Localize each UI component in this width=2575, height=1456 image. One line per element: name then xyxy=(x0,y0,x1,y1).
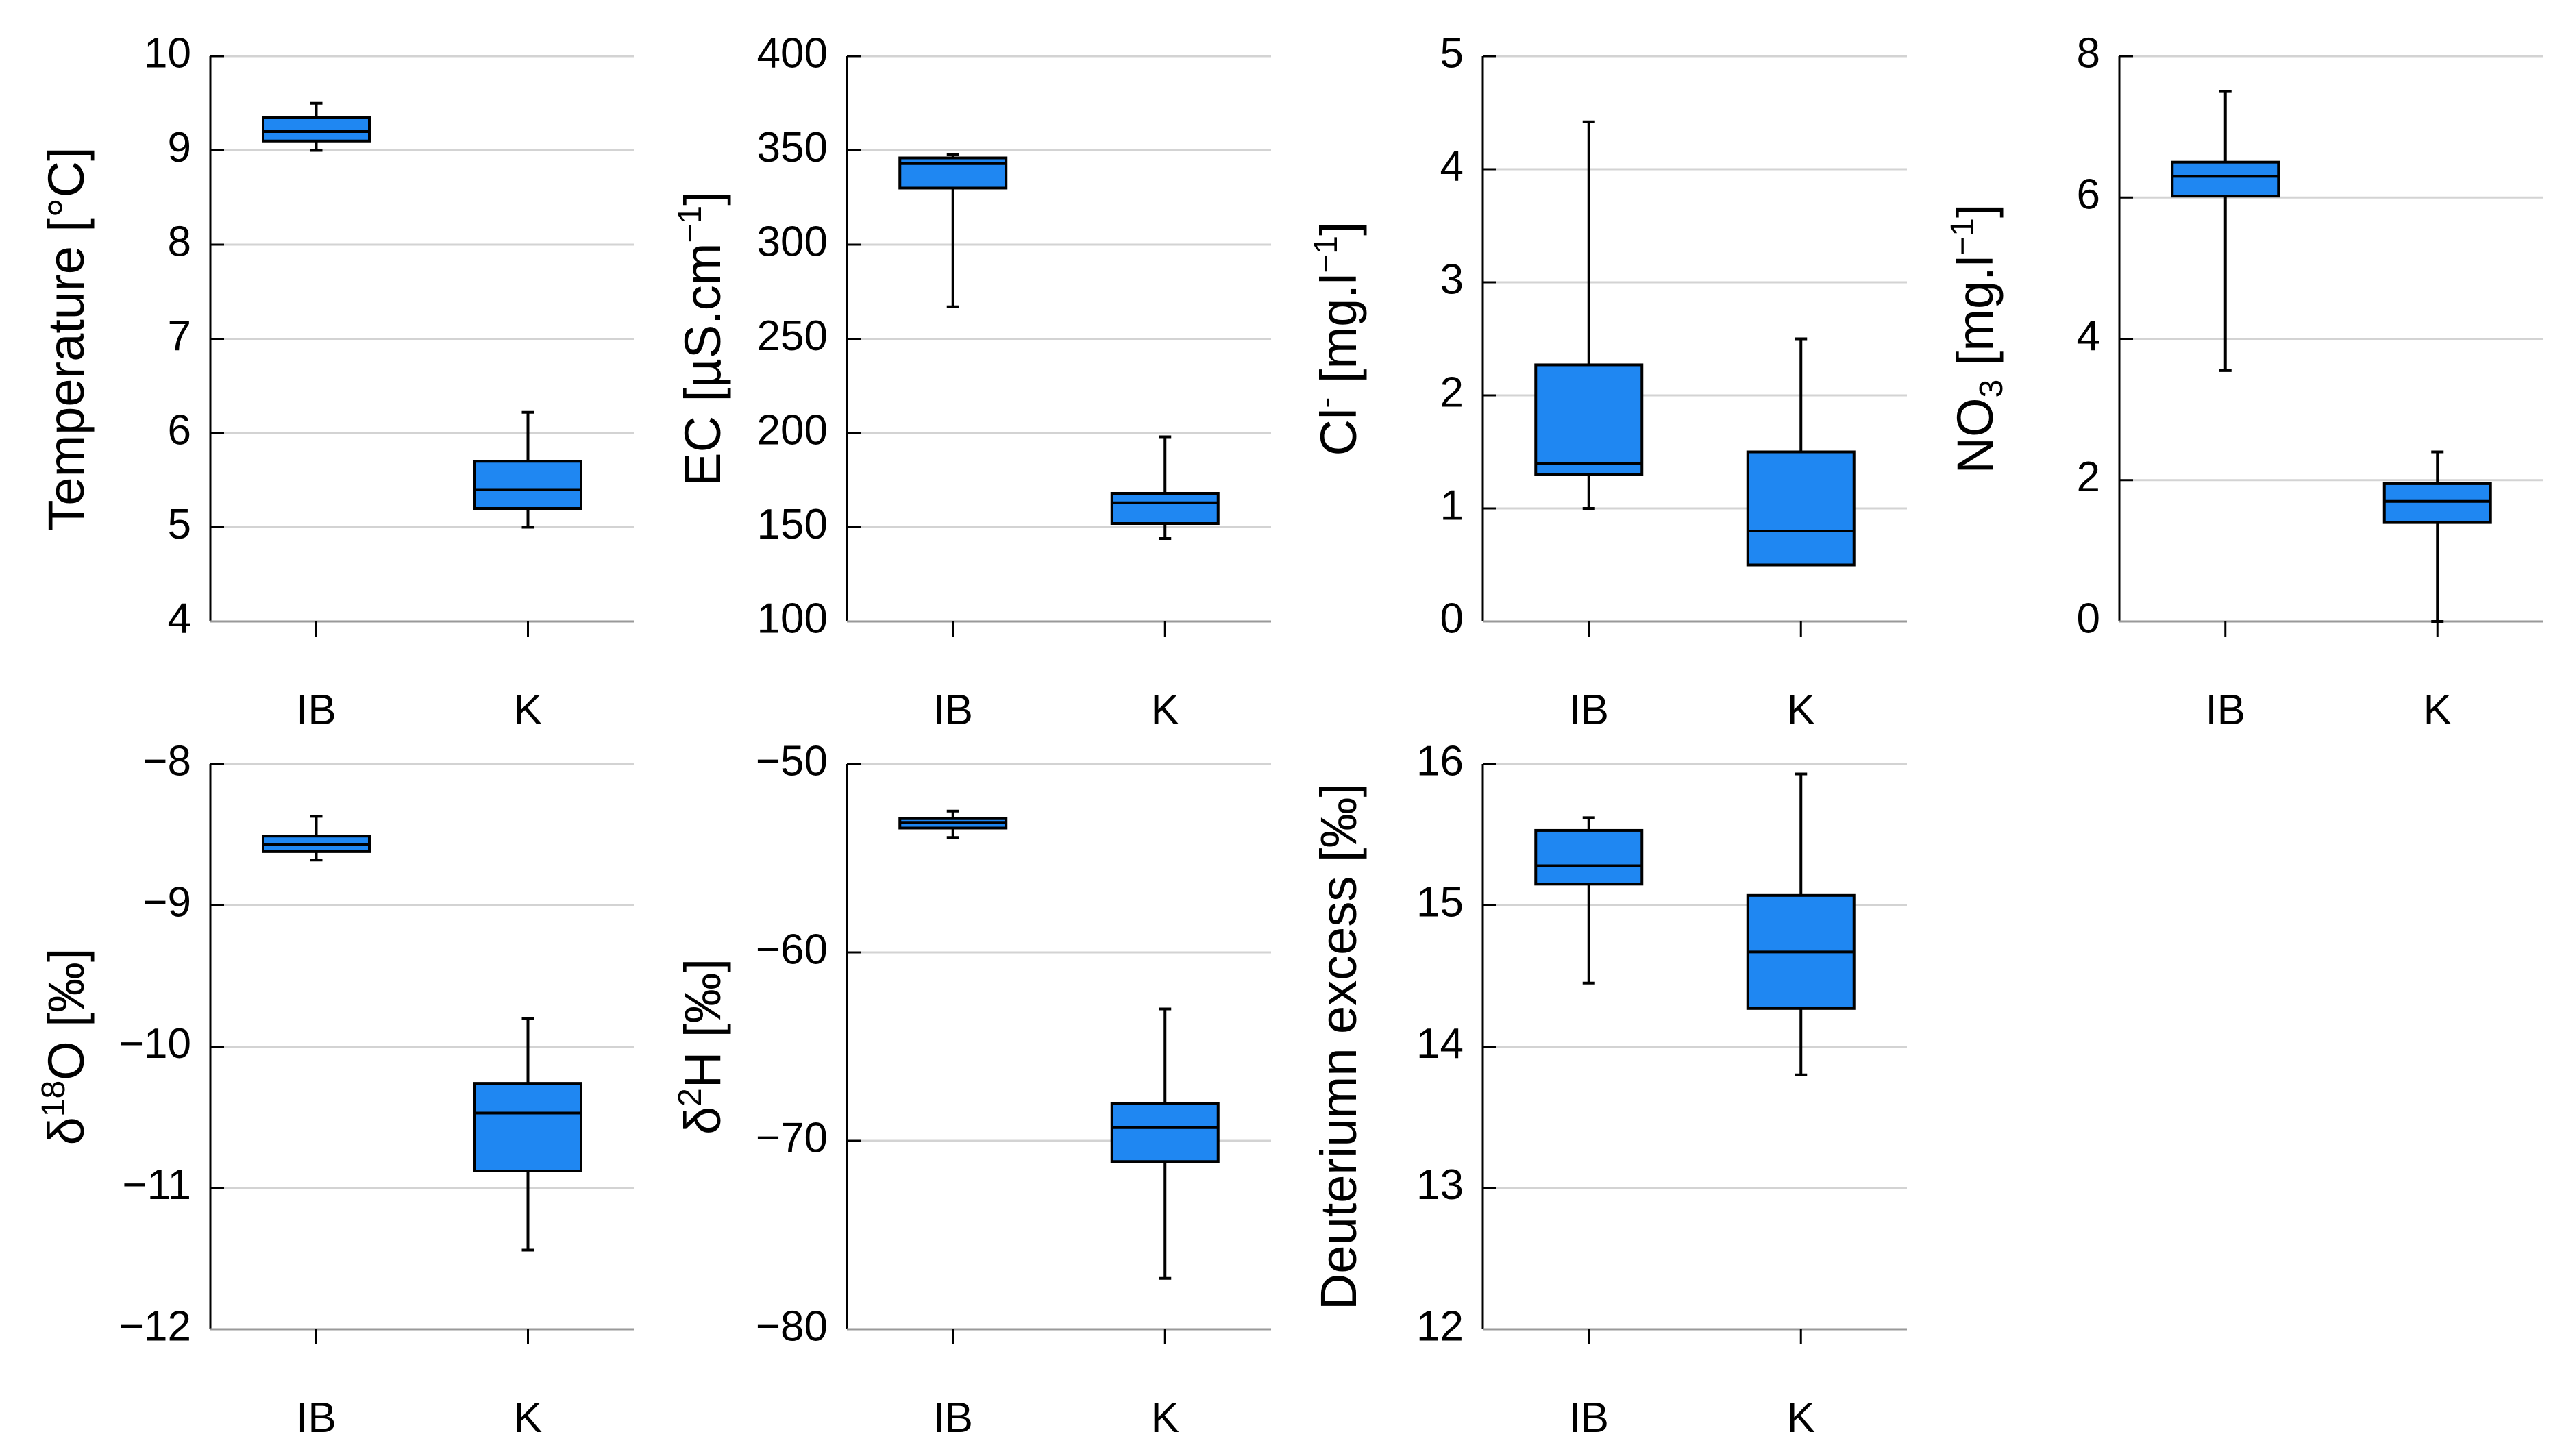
category-label: K xyxy=(1787,687,1815,734)
y-tick-label: 10 xyxy=(144,29,191,77)
category-label: IB xyxy=(1568,687,1609,734)
panel-dexcess: 12 13 14 15 16 IB K Deuteriumn excess [‰] xyxy=(1310,737,1907,1442)
box-iqr xyxy=(262,116,371,143)
y-tick-label: 2 xyxy=(2077,454,2100,501)
y-tick-label: 350 xyxy=(757,124,828,171)
y-tick-label: 5 xyxy=(168,501,191,548)
y-tick-label: −70 xyxy=(756,1114,828,1161)
y-tick-label: 4 xyxy=(1440,143,1464,190)
category-label: IB xyxy=(296,687,336,734)
y-tick-label: 2 xyxy=(1440,369,1464,416)
panel-temperature: 4 5 6 7 8 9 10 IB K Temperature [°C] xyxy=(38,29,634,734)
y-tick-label: 4 xyxy=(168,595,191,642)
box-ib: IB xyxy=(262,101,371,734)
category-label: K xyxy=(1151,1394,1179,1442)
y-axis-title: Temperature [°C] xyxy=(38,147,95,530)
y-tick-label: 7 xyxy=(168,312,191,360)
box-iqr xyxy=(1746,450,1856,567)
box-k: K xyxy=(1110,435,1220,734)
box-iqr xyxy=(1534,828,1644,886)
box-iqr xyxy=(1534,363,1644,476)
y-tick-label: −12 xyxy=(119,1303,191,1350)
y-tick-label: 200 xyxy=(757,406,828,454)
y-tick-label: 12 xyxy=(1416,1303,1464,1350)
category-label: IB xyxy=(2205,687,2245,734)
y-tick-label: −11 xyxy=(122,1161,191,1209)
category-label: K xyxy=(514,687,542,734)
category-label: K xyxy=(2424,687,2452,734)
y-tick-label: 8 xyxy=(168,218,191,265)
box-k: K xyxy=(1746,337,1856,734)
y-tick-label: 0 xyxy=(1440,595,1464,642)
y-axis-title: Deuteriumn excess [‰] xyxy=(1310,783,1367,1310)
y-tick-label: 16 xyxy=(1416,737,1464,785)
category-label: IB xyxy=(933,1394,973,1442)
category-label: K xyxy=(1151,687,1179,734)
y-tick-label: −80 xyxy=(756,1303,828,1350)
y-axis-title: Cl- [mg.l−1] xyxy=(1308,221,1367,456)
y-tick-label: 9 xyxy=(168,124,191,171)
panel-nitrate: 0 2 4 6 8 IB K NO3 [mg.l−1] xyxy=(1945,29,2543,734)
y-tick-label: −10 xyxy=(119,1020,191,1068)
y-tick-label: 6 xyxy=(168,406,191,454)
y-tick-label: 6 xyxy=(2077,171,2100,219)
y-tick-label: 5 xyxy=(1440,29,1464,77)
box-iqr xyxy=(1110,492,1220,525)
box-iqr xyxy=(473,460,582,510)
y-axis-title: δ18O [‰] xyxy=(36,948,95,1146)
box-iqr xyxy=(473,1082,582,1172)
y-tick-label: 14 xyxy=(1416,1020,1464,1068)
y-axis-title: δ2H [‰] xyxy=(672,959,731,1135)
y-tick-label: −50 xyxy=(756,737,828,785)
category-label: IB xyxy=(296,1394,336,1442)
y-tick-label: 0 xyxy=(2077,595,2100,642)
y-axis-title: NO3 [mg.l−1] xyxy=(1945,204,2010,474)
category-label: K xyxy=(1787,1394,1815,1442)
y-tick-label: 100 xyxy=(757,595,828,642)
y-axis-title: EC [µS.cm−1] xyxy=(672,191,731,486)
y-tick-label: 150 xyxy=(757,501,828,548)
y-tick-label: 400 xyxy=(757,29,828,77)
panel-ec: 100 150 200 250 300 350 400 IB K EC [µS.cm−1] xyxy=(672,29,1271,734)
box-k: K xyxy=(2382,450,2492,734)
box-iqr xyxy=(1110,1102,1220,1163)
box-ib: IB xyxy=(1534,120,1644,734)
y-tick-label: 3 xyxy=(1440,256,1464,303)
box-ib: IB xyxy=(2171,90,2280,734)
box-k: K xyxy=(473,410,582,734)
y-tick-label: 13 xyxy=(1416,1161,1464,1209)
box-k: K xyxy=(1746,772,1856,1442)
y-tick-label: −60 xyxy=(756,926,828,973)
y-tick-label: 1 xyxy=(1440,482,1464,529)
y-tick-label: −8 xyxy=(143,737,191,785)
box-iqr xyxy=(2171,160,2280,198)
y-tick-label: 4 xyxy=(2077,312,2100,360)
category-label: K xyxy=(514,1394,542,1442)
box-ib: IB xyxy=(1534,816,1644,1442)
y-tick-label: 250 xyxy=(757,312,828,360)
category-label: IB xyxy=(1568,1394,1609,1442)
box-k: K xyxy=(1110,1007,1220,1442)
box-ib: IB xyxy=(262,815,371,1442)
box-k: K xyxy=(473,1017,582,1442)
y-tick-label: −9 xyxy=(143,879,191,926)
box-ib: IB xyxy=(898,153,1008,734)
panel-chloride: 0 1 2 3 4 5 IB K Cl- [mg.l−1] xyxy=(1308,29,1907,734)
box-ib: IB xyxy=(898,809,1008,1442)
box-iqr xyxy=(2382,482,2492,524)
category-label: IB xyxy=(933,687,973,734)
y-tick-label: 8 xyxy=(2077,29,2100,77)
y-tick-label: 300 xyxy=(757,218,828,265)
y-tick-label: 15 xyxy=(1416,879,1464,926)
